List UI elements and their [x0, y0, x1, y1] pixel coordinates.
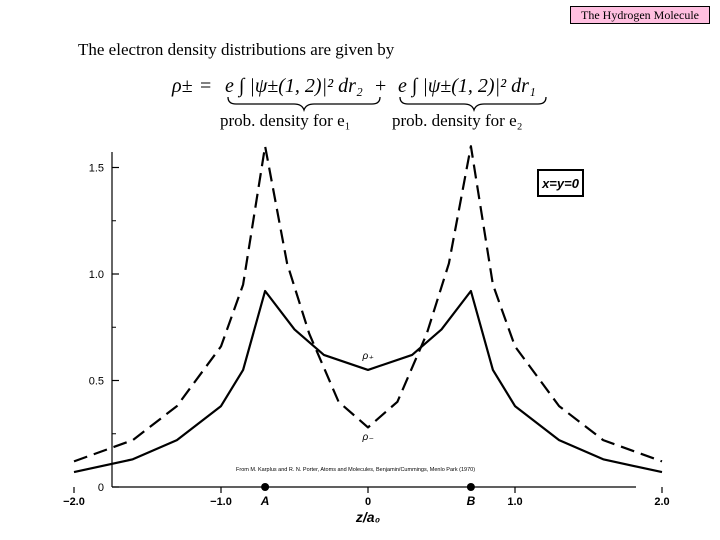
x-tick-label: 1.0 [507, 496, 522, 508]
equation-term-1: e ∫ |ψ±(1, 2)|² dr₂ [225, 75, 363, 98]
x-tick-label: 2.0 [654, 496, 669, 508]
nucleus-marker [261, 483, 270, 491]
x-tick-label: 0 [365, 496, 371, 508]
y-tick-label: 1.5 [89, 163, 104, 175]
density-equation: ρ± = e ∫ |ψ±(1, 2)|² dr₂ + e ∫ |ψ±(1, 2)… [170, 66, 570, 139]
brace-label-1: prob. density for e₁ [220, 111, 351, 130]
chart-axes [111, 152, 636, 488]
x-tick-label: −1.0 [210, 496, 232, 508]
y-tick-label: 1.0 [89, 269, 104, 281]
slide-title-badge: The Hydrogen Molecule [570, 6, 710, 24]
nucleus-label: A [260, 494, 270, 508]
y-tick-label: 0.5 [89, 376, 104, 388]
x-axis-label: z/a₀ [355, 509, 381, 525]
y-tick-label: 0 [98, 482, 104, 494]
curve-labels: ρ₊ ρ₋ [361, 351, 374, 443]
series-line-rho-minus [73, 145, 663, 463]
equation-plus: + [375, 75, 386, 97]
nucleus-label: B [467, 494, 476, 508]
equation-term-2: e ∫ |ψ±(1, 2)|² dr₁ [398, 75, 536, 98]
nucleus-marker [466, 483, 475, 491]
figure-credit: From M. Karplus and R. N. Porter, Atoms … [236, 467, 475, 473]
series-line-rho-plus [73, 289, 663, 474]
equation-lhs: ρ± [171, 75, 193, 97]
series-layer [73, 145, 663, 474]
slide-heading: The electron density distributions are g… [78, 40, 395, 59]
y-ticks: 0 0.5 1.0 1.5 [89, 163, 119, 494]
x-ticks: −2.0 −1.0 0 1.0 2.0 [63, 487, 670, 508]
coordinate-box-label: x=y=0 [541, 176, 580, 191]
equation-equals: = [200, 75, 211, 97]
curve-label: ρ₊ [361, 351, 374, 362]
coordinate-box-frame [537, 169, 584, 197]
coordinate-box: x=y=0 [537, 169, 584, 197]
brace-label-2: prob. density for e₂ [392, 111, 523, 130]
underbrace-2 [399, 96, 547, 113]
curve-label: ρ₋ [361, 432, 374, 443]
underbrace-1 [227, 96, 381, 113]
x-tick-label: −2.0 [63, 496, 85, 508]
